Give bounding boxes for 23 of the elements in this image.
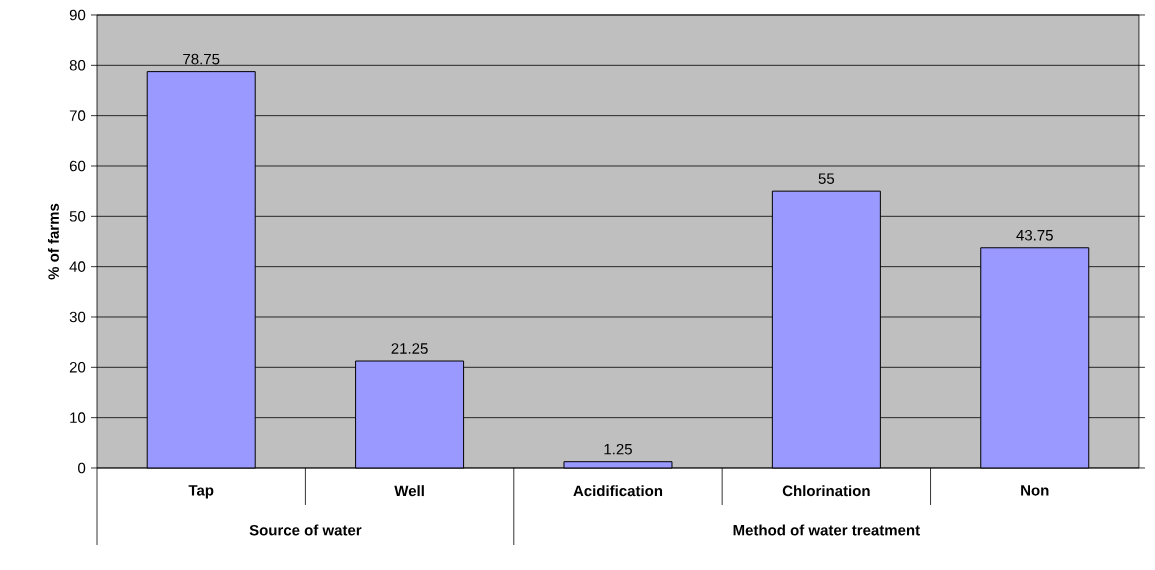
y-tick-label: 20: [69, 362, 86, 373]
y-tick-label: 0: [78, 462, 86, 474]
y-tick-label: 30: [69, 311, 86, 323]
data-label: 43.75: [1016, 229, 1053, 241]
data-label: 21.25: [391, 343, 428, 354]
y-tick-label: 80: [69, 60, 86, 71]
x-tick-label: Non: [1021, 485, 1049, 496]
source-note: Source of water: [249, 524, 362, 536]
data-label: 1.25: [604, 443, 632, 455]
y-tick-label: 40: [69, 261, 86, 272]
y-tick-label: 60: [69, 160, 86, 172]
y-tick-label: 90: [69, 9, 86, 21]
x-tick-label: Chlorination: [782, 485, 870, 497]
x-tick-label: Tap: [188, 485, 214, 499]
y-tick-label: 10: [70, 412, 86, 423]
y-tick-label: 70: [69, 110, 86, 121]
data-label: 55: [818, 173, 835, 184]
y-axis-title: % of farms: [47, 203, 59, 280]
x-tick-label: Well: [394, 485, 424, 497]
text: Method of water treatment: [733, 524, 920, 536]
data-label: 78.75: [183, 53, 220, 65]
x-tick-label: Acidification: [573, 485, 663, 497]
y-tick-label: 50: [69, 211, 86, 222]
